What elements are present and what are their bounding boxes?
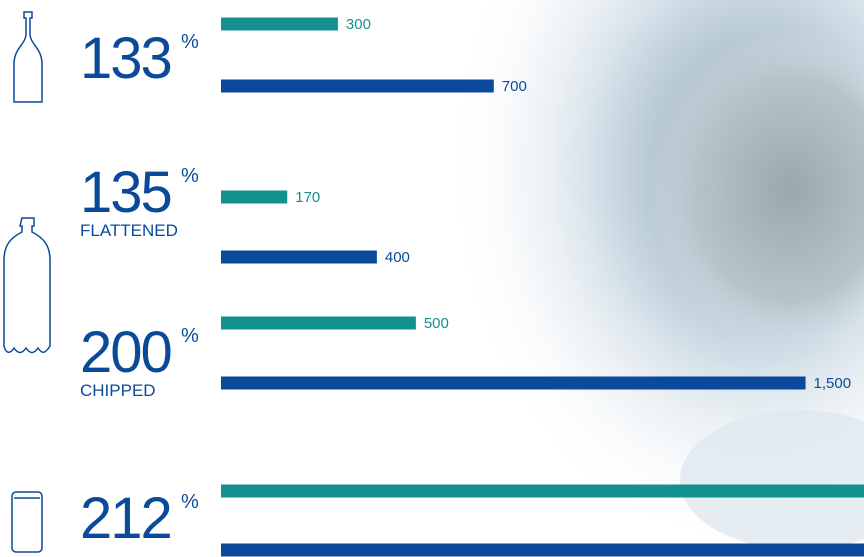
percent-sign: % bbox=[181, 31, 199, 53]
bar bbox=[221, 543, 864, 557]
can-icon bbox=[11, 491, 43, 553]
percent-value: 135 bbox=[80, 160, 171, 225]
glass-bottle-icon bbox=[13, 11, 43, 103]
bar bbox=[221, 484, 864, 498]
value-label: 700 bbox=[502, 78, 527, 95]
percent-value: 212 bbox=[80, 486, 171, 551]
percent-value: 200 bbox=[80, 320, 171, 385]
bar bbox=[221, 250, 377, 264]
value-label: 500 bbox=[424, 315, 449, 332]
percent-sign: % bbox=[181, 491, 199, 513]
percent-value: 133 bbox=[80, 26, 171, 91]
value-label: 170 bbox=[295, 189, 320, 206]
value-label: 400 bbox=[385, 249, 410, 266]
sublabel: CHIPPED bbox=[80, 381, 156, 400]
bar bbox=[221, 79, 494, 93]
bar bbox=[221, 17, 338, 31]
percent-sign: % bbox=[181, 325, 199, 347]
bar bbox=[221, 376, 806, 390]
bar bbox=[221, 190, 288, 204]
value-label: 300 bbox=[346, 16, 371, 33]
bar bbox=[221, 316, 416, 330]
value-label: 1,500 bbox=[814, 375, 852, 392]
background bbox=[420, 0, 864, 557]
percent-sign: % bbox=[181, 165, 199, 187]
plastic-bottle-icon bbox=[3, 217, 51, 354]
sublabel: FLATTENED bbox=[80, 221, 178, 240]
